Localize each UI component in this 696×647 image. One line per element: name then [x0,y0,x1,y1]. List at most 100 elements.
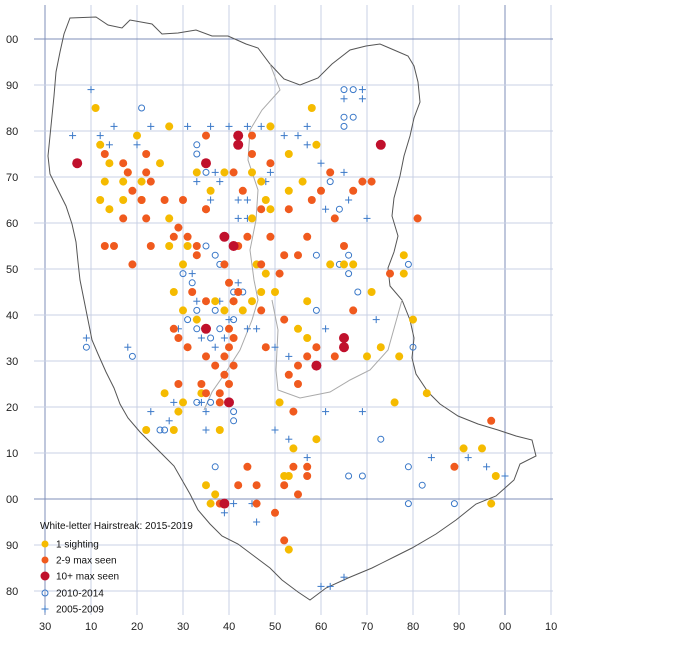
record-point [248,214,256,223]
record-point [243,232,252,241]
record-point [105,205,114,214]
record-point [390,398,399,407]
record-point [339,342,349,353]
record-point [252,481,261,490]
record-point [280,251,289,260]
record-point-2010-2014 [349,86,357,94]
record-point-2005-2009 [345,196,353,204]
record-point [100,150,109,158]
legend-label: 2010-2014 [56,589,104,600]
record-point [137,177,146,186]
record-point [294,324,302,333]
record-point-2005-2009 [358,95,366,103]
record-point [363,352,371,361]
record-point-2005-2009 [225,316,233,324]
record-point [284,545,293,554]
record-point-2010-2014 [193,398,201,406]
axis-labels: 00 90 80 70 60 50 40 30 20 10 00 90 80 30 10 20 30 40 50 60… [6,34,557,633]
legend-symbol [40,571,50,581]
record-point [312,435,321,444]
record-point-2010-2014 [340,122,348,130]
record-point [123,168,132,177]
record-point-2005-2009 [303,122,311,130]
record-point-2010-2014 [404,500,412,508]
record-point [298,177,307,186]
record-point [317,186,325,195]
record-point [202,297,210,306]
record-point-2010-2014 [211,251,219,259]
record-point-2005-2009 [220,509,228,517]
record-point [146,242,155,250]
record-point-2005-2009 [147,122,155,130]
record-point [202,131,210,140]
record-point [228,241,239,251]
record-point-2005-2009 [280,132,288,140]
record-point [294,490,302,499]
record-point-2010-2014 [312,251,320,259]
record-point [96,196,105,204]
record-point [326,168,335,177]
record-point [165,214,174,223]
record-point [179,196,187,204]
record-point-2010-2014 [193,150,201,158]
inner-district-boundary-east [271,299,403,399]
record-point-2010-2014 [211,463,219,471]
record-point-2010-2014 [418,481,426,489]
legend-item: 10+ max seen [40,571,119,583]
record-point [211,490,220,499]
record-point [220,260,229,269]
record-point-2005-2009 [234,279,242,287]
y-tick-label: 40 [6,310,18,322]
record-point-2005-2009 [358,408,366,416]
record-point [307,196,316,204]
record-point [307,104,316,112]
record-point [142,150,151,158]
record-point-2005-2009 [211,343,219,351]
legend: White-letter Hairstreak: 2015-2019 1 sigh… [40,521,193,616]
x-tick-label: 90 [453,621,465,633]
record-point [280,315,289,324]
record-point [220,168,229,177]
y-tick-label: 60 [6,218,18,230]
record-point-2010-2014 [179,270,187,278]
record-point-2005-2009 [322,325,330,333]
record-point-2010-2014 [345,472,353,480]
record-point [248,150,256,158]
record-point-2010-2014 [326,178,334,186]
record-point [219,498,230,509]
record-point [289,444,298,453]
record-point [225,278,233,287]
record-point-2005-2009 [427,454,435,462]
record-point [201,323,211,334]
record-point [266,205,275,214]
record-point [169,288,178,296]
record-point-2005-2009 [285,352,293,360]
record-point-2005-2009 [197,334,205,342]
record-point [220,370,229,379]
record-point-2005-2009 [87,86,95,94]
record-point [202,205,210,214]
record-point [478,444,486,453]
record-point [238,306,247,315]
record-point-2005-2009 [271,426,279,434]
record-point-2005-2009 [303,141,311,149]
y-tick-label: 50 [6,264,18,276]
record-point [271,288,279,296]
record-point [303,232,312,241]
record-point [183,343,192,352]
record-point [238,186,247,195]
record-point [179,306,187,315]
record-point-2005-2009 [322,408,330,416]
record-point-2010-2014 [409,343,417,351]
record-point-2010-2014 [156,426,164,434]
record-point [133,131,141,140]
record-point [349,186,358,195]
record-point [137,196,146,204]
record-point [330,352,339,361]
record-point [142,426,151,434]
record-point [257,260,266,269]
record-point [119,159,128,168]
x-tick-label: 80 [407,621,419,633]
record-point-2010-2014 [450,500,458,508]
